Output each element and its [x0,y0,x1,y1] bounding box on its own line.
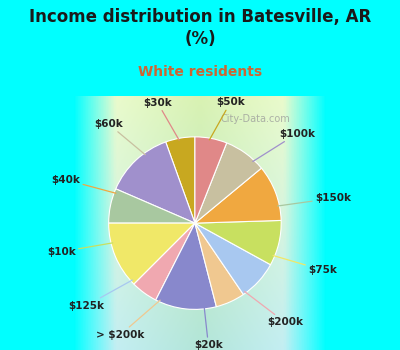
Text: $20k: $20k [194,307,223,350]
Wedge shape [195,143,262,223]
Wedge shape [156,223,216,309]
Text: $40k: $40k [52,175,116,193]
Wedge shape [195,220,281,265]
Text: $200k: $200k [245,292,303,327]
Text: $75k: $75k [273,256,337,275]
Wedge shape [195,223,244,307]
Text: $10k: $10k [47,243,113,257]
Text: $100k: $100k [253,129,315,161]
Text: > $200k: > $200k [96,300,160,340]
Wedge shape [195,168,281,223]
Wedge shape [109,223,195,284]
Text: Income distribution in Batesville, AR
(%): Income distribution in Batesville, AR (%… [29,8,371,48]
Wedge shape [166,137,195,223]
Text: City-Data.com: City-Data.com [221,114,291,124]
Wedge shape [195,137,227,223]
Text: White residents: White residents [138,65,262,79]
Text: $60k: $60k [94,119,145,155]
Wedge shape [195,223,270,294]
Text: $125k: $125k [68,280,132,310]
Text: $150k: $150k [278,193,351,206]
Text: $50k: $50k [210,97,245,140]
Wedge shape [109,189,195,223]
Text: $30k: $30k [143,98,179,140]
Wedge shape [134,223,195,300]
Wedge shape [116,142,195,223]
